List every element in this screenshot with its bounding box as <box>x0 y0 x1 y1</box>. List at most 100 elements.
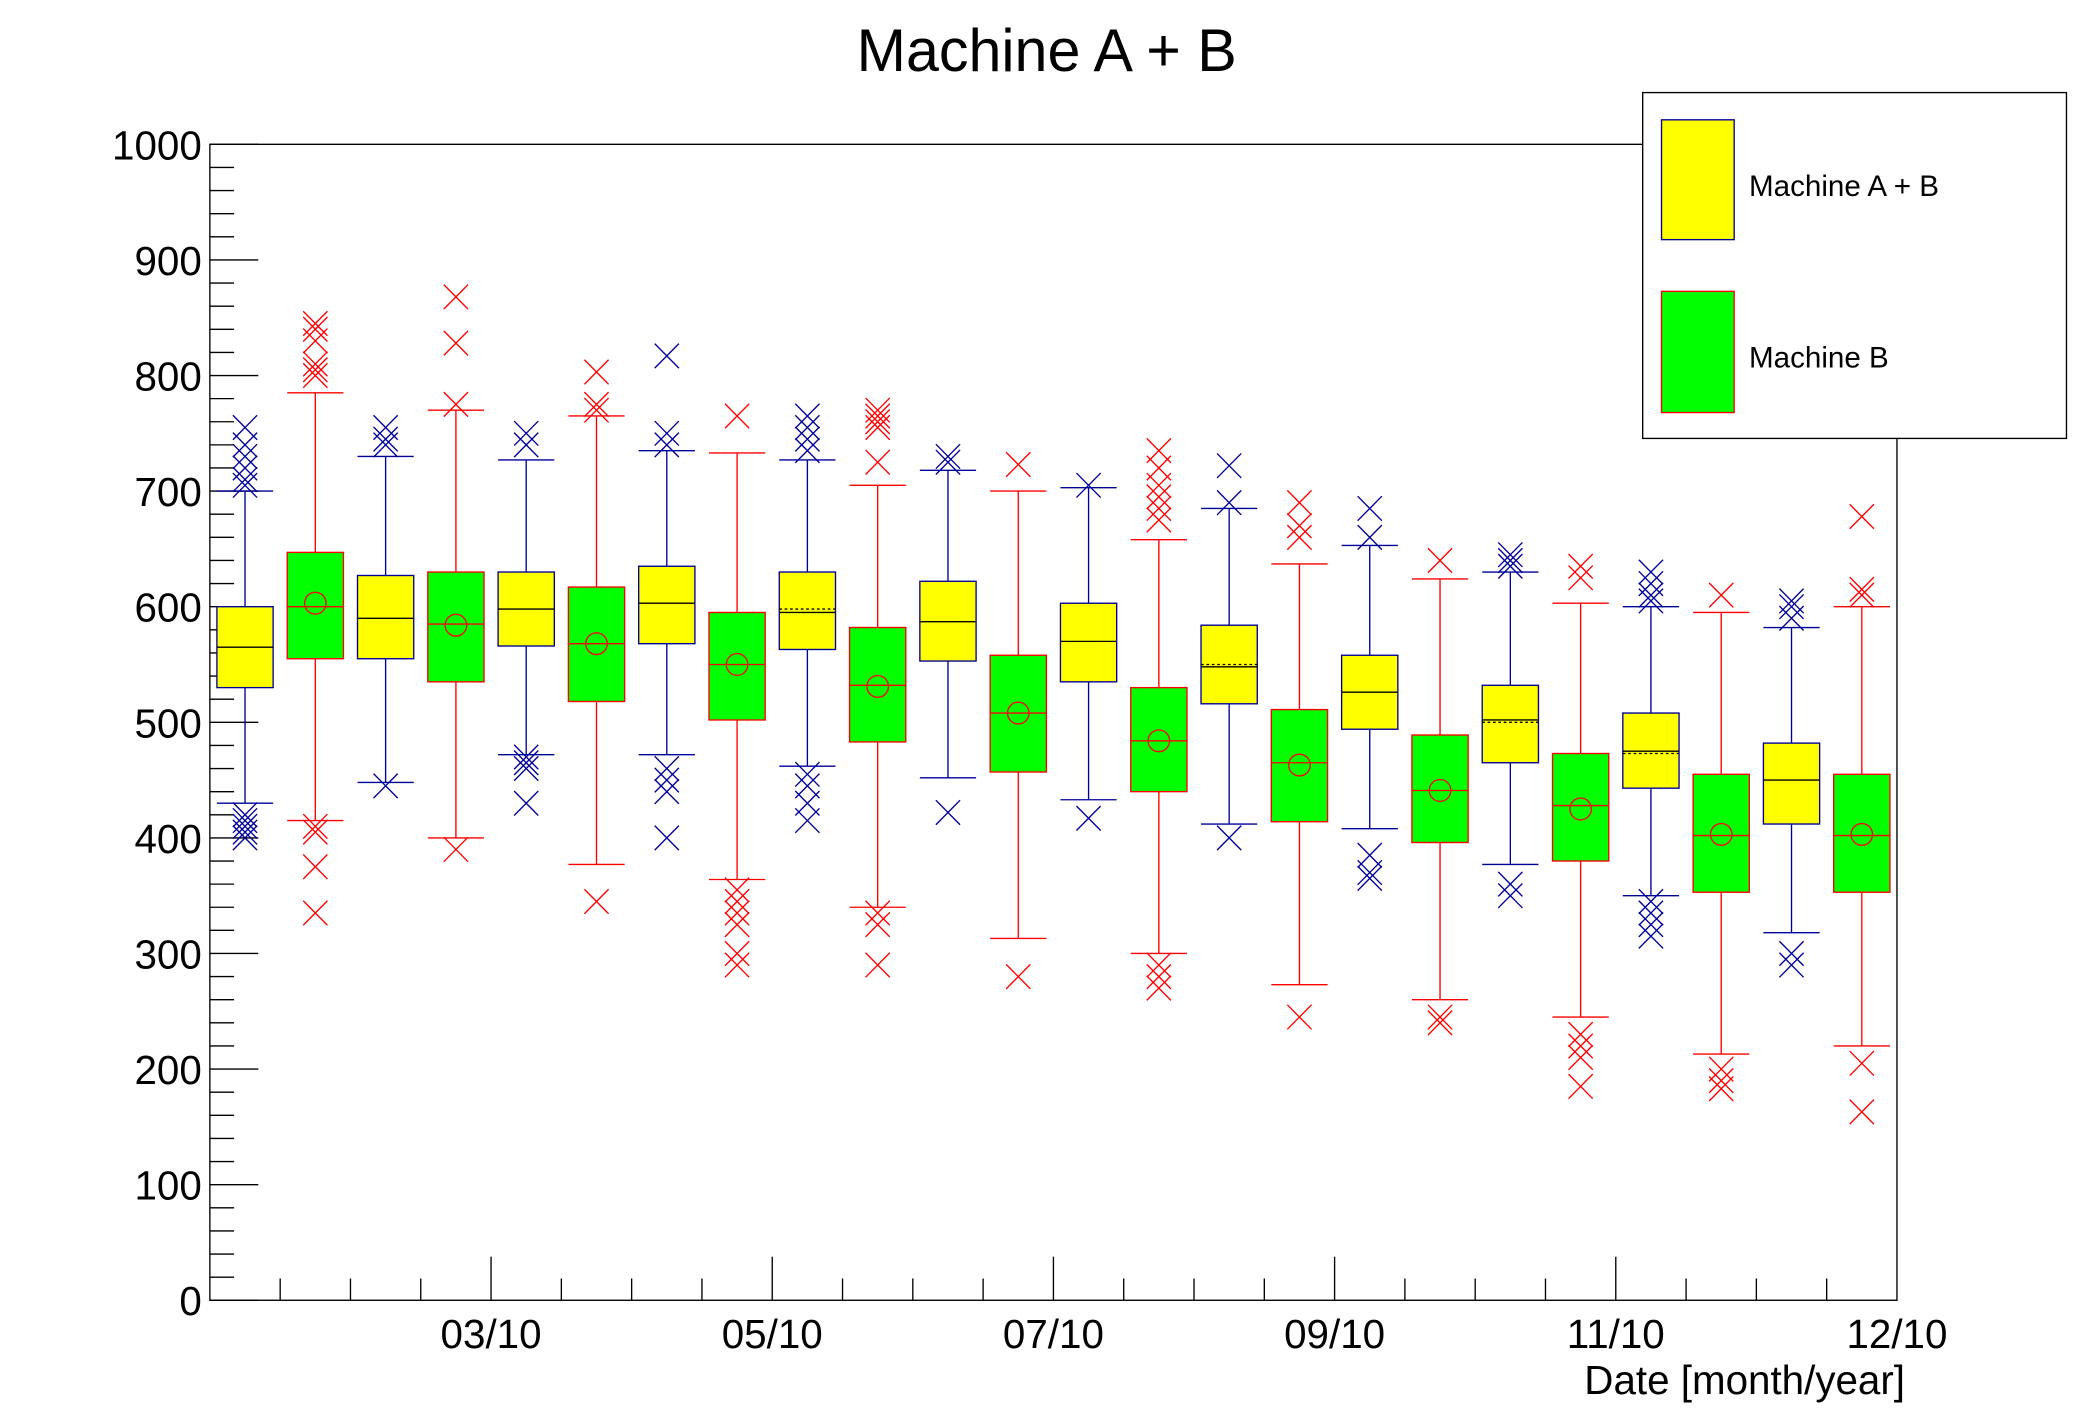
box-b <box>286 310 345 926</box>
outlier-marker <box>1568 1073 1594 1100</box>
outlier-marker <box>794 790 820 816</box>
outlier-marker <box>865 414 891 441</box>
outlier-marker <box>1708 1067 1734 1094</box>
outlier-marker <box>1427 1004 1453 1030</box>
box-a-b <box>638 343 696 851</box>
outlier-marker <box>865 449 891 475</box>
box-b <box>708 403 766 978</box>
mean-marker <box>1288 753 1311 777</box>
y-tick-label: 800 <box>134 353 201 399</box>
mean-marker <box>1709 822 1733 846</box>
outlier-marker <box>724 877 750 903</box>
box-a-b <box>356 414 415 799</box>
outlier-marker <box>1357 842 1383 868</box>
outlier-marker <box>1778 605 1805 631</box>
outlier-marker <box>1849 576 1875 603</box>
outlier-marker <box>654 778 680 805</box>
box-a-b <box>1200 452 1258 851</box>
outlier-marker <box>302 900 328 926</box>
box-b <box>848 397 907 978</box>
outlier-marker <box>302 356 328 383</box>
y-tick-label: 100 <box>134 1162 201 1208</box>
outlier-marker <box>302 351 328 377</box>
outlier-marker <box>1568 1033 1594 1059</box>
box-a-b <box>919 443 977 826</box>
outlier-marker <box>794 426 820 452</box>
x-tick-label: 09/10 <box>1284 1311 1385 1357</box>
mean-marker <box>585 632 608 656</box>
legend-swatch-b <box>1660 290 1735 414</box>
outlier-marker <box>1497 882 1523 909</box>
outlier-marker <box>232 443 258 470</box>
outlier-marker <box>1638 923 1664 949</box>
box-a-b <box>1481 541 1540 909</box>
outlier-marker <box>232 813 258 840</box>
mean-marker <box>1850 822 1874 846</box>
outlier-marker <box>1005 963 1031 990</box>
outlier-marker <box>513 420 539 447</box>
outlier-marker <box>1568 1021 1594 1048</box>
outlier-marker <box>513 750 539 776</box>
outlier-marker <box>1849 1050 1875 1077</box>
outlier-marker <box>513 432 539 458</box>
outlier-marker <box>232 819 258 845</box>
y-tick-label: 500 <box>134 700 201 746</box>
outlier-marker <box>232 414 258 441</box>
box-b <box>567 359 626 915</box>
box-a-b <box>497 420 555 816</box>
mean-marker <box>725 652 749 677</box>
y-tick-label: 0 <box>179 1278 201 1324</box>
outlier-marker <box>443 284 469 310</box>
x-tick-label: 11/10 <box>1567 1311 1665 1357</box>
outlier-marker <box>1427 547 1453 574</box>
box-iqr <box>1551 752 1610 862</box>
outlier-marker <box>232 472 258 499</box>
outlier-marker <box>302 362 328 389</box>
box-b <box>1692 582 1751 1102</box>
box-a-b <box>1622 559 1680 949</box>
outlier-marker <box>1216 452 1242 479</box>
outlier-marker <box>865 403 891 429</box>
outlier-marker <box>1849 503 1875 530</box>
box-a-b <box>1340 495 1399 892</box>
outlier-marker <box>935 449 961 475</box>
outlier-marker <box>1146 495 1172 522</box>
outlier-marker <box>654 343 680 369</box>
outlier-marker <box>654 420 680 447</box>
outlier-marker <box>443 836 469 863</box>
box-iqr <box>286 551 345 660</box>
box-iqr <box>1762 742 1821 825</box>
outlier-marker <box>443 391 469 418</box>
outlier-marker <box>794 773 820 799</box>
outlier-marker <box>865 952 891 978</box>
outlier-marker <box>1638 582 1664 608</box>
outlier-marker <box>513 755 539 782</box>
outlier-marker <box>1497 871 1523 897</box>
outlier-marker <box>1778 940 1805 967</box>
outlier-marker <box>302 316 328 343</box>
outlier-marker <box>1146 963 1172 990</box>
outlier-marker <box>373 432 399 458</box>
outlier-marker <box>373 414 399 441</box>
outlier-marker <box>232 825 258 851</box>
box-a-b <box>216 414 274 851</box>
outlier-marker <box>1286 489 1313 516</box>
box-iqr <box>708 611 766 721</box>
x-axis-label: Date [month/year] <box>1584 1357 1905 1403</box>
outlier-marker <box>1146 484 1172 510</box>
x-tick-label: 05/10 <box>722 1311 823 1357</box>
outlier-marker <box>1638 900 1664 926</box>
outlier-marker <box>1638 570 1664 597</box>
outlier-marker <box>935 443 961 470</box>
box-iqr <box>1059 602 1118 683</box>
outlier-marker <box>865 900 891 926</box>
outlier-marker <box>373 773 399 799</box>
outlier-marker <box>1005 451 1031 478</box>
outlier-marker <box>1849 1099 1875 1125</box>
outlier-marker <box>794 414 820 441</box>
outlier-marker <box>1708 1075 1734 1102</box>
mean-marker <box>1006 701 1030 725</box>
mean-marker <box>1147 729 1171 753</box>
y-tick-label: 700 <box>134 469 201 515</box>
